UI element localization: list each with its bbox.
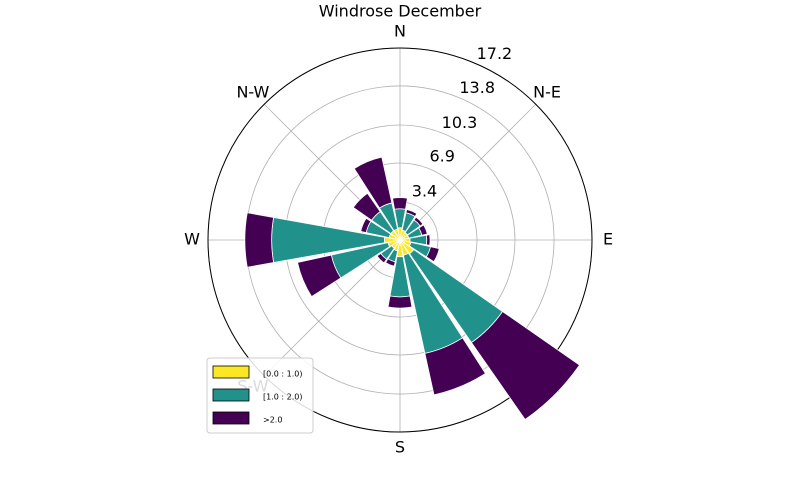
wind-bar: [387, 295, 413, 309]
wind-bar: [424, 337, 487, 396]
legend-swatch: [212, 411, 250, 425]
wind-bar: [392, 197, 408, 210]
r-tick-label: 10.3: [442, 113, 478, 132]
legend: [0.0 : 1.0) [1.0 : 2.0) >2.0: [206, 357, 314, 434]
wind-bar: [385, 258, 396, 267]
r-tick-label: 17.2: [477, 44, 513, 63]
direction-label: N: [394, 22, 406, 41]
wind-bar: [405, 208, 418, 218]
direction-label: N-W: [236, 82, 269, 101]
direction-label: E: [603, 230, 613, 249]
chart-title: Windrose December: [319, 2, 482, 21]
wind-bar: [425, 246, 440, 263]
legend-swatch: [212, 388, 250, 402]
legend-label: >2.0: [263, 416, 282, 425]
wind-bar: [360, 217, 372, 234]
wind-bar: [470, 310, 581, 421]
grid-spoke: [399, 103, 537, 241]
r-tick-label: 13.8: [459, 78, 495, 97]
wind-bar: [418, 224, 428, 236]
legend-label: [0.0 : 1.0): [263, 370, 302, 379]
r-tick-label: 3.4: [412, 181, 437, 200]
wind-bar: [353, 156, 393, 209]
r-tick-label: 6.9: [430, 147, 455, 166]
grid-spoke: [263, 239, 401, 377]
direction-label: N-E: [533, 82, 561, 101]
direction-label: W: [184, 230, 200, 249]
legend-swatch: [212, 365, 250, 379]
legend-label: [1.0 : 2.0): [263, 393, 302, 402]
wind-bar: [297, 254, 342, 298]
wind-bar: [425, 234, 431, 246]
wind-bar: [352, 192, 381, 221]
direction-label: S: [395, 438, 405, 457]
polar-frame: [207, 47, 593, 433]
wind-bar: [376, 252, 388, 264]
wind-bar: [244, 212, 275, 268]
wind-bar: [413, 216, 424, 227]
